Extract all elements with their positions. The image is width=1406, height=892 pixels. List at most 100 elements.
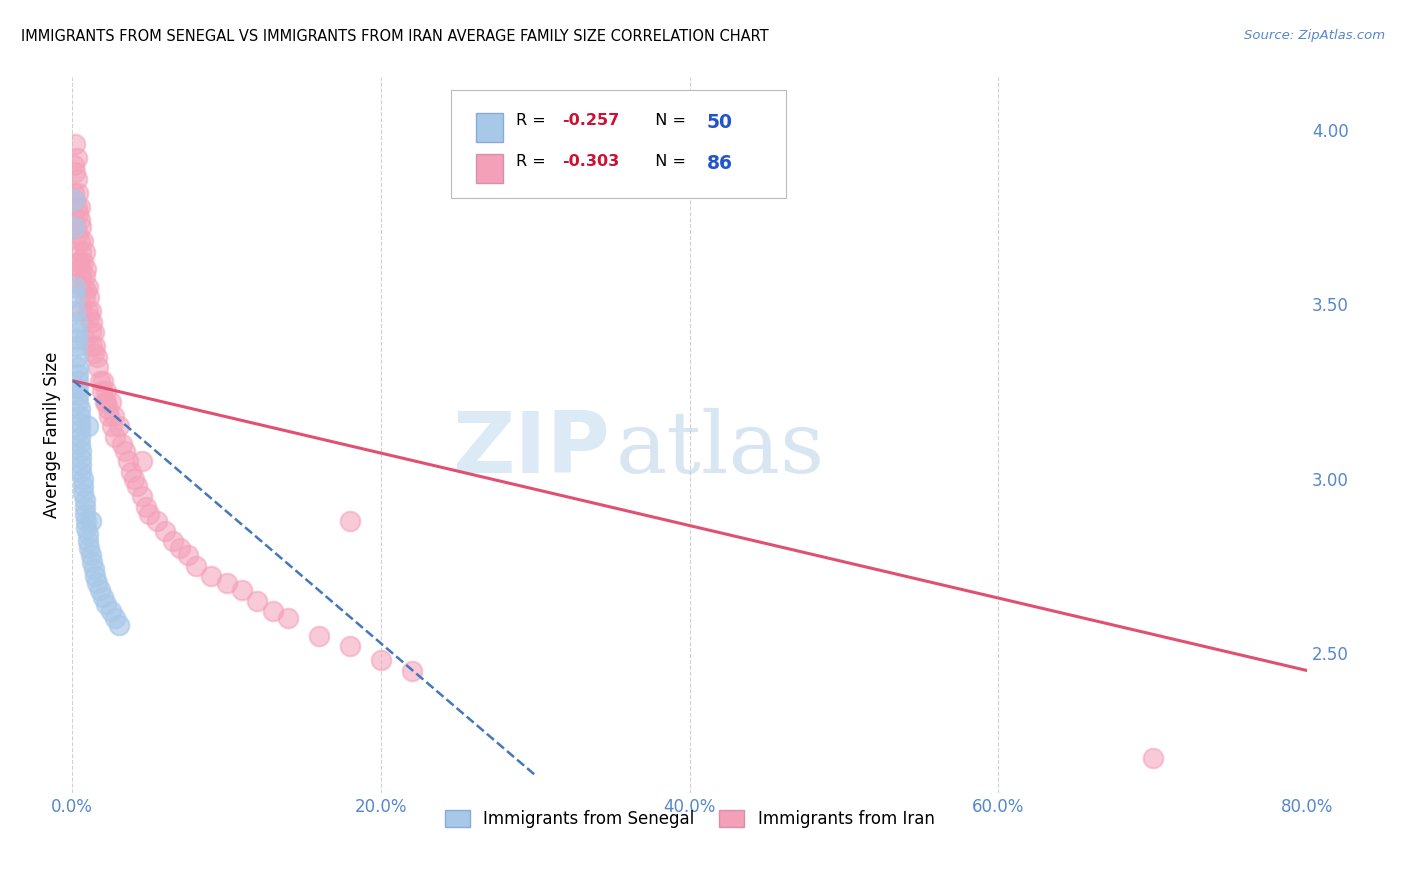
Point [370,653,392,667]
Point [69,213,91,227]
Point [67,186,90,200]
Point [122,472,145,486]
Point [69,401,91,416]
Point [90,384,112,399]
Point [114,443,136,458]
Point [70,450,93,465]
Point [91,374,114,388]
Point [100,395,122,409]
Point [69,436,91,450]
Point [75,514,97,528]
Point [67,359,90,374]
Text: ZIP: ZIP [451,408,609,491]
Point [62,220,84,235]
Text: N =: N = [645,154,692,169]
Point [69,255,91,269]
Point [67,206,90,220]
Point [76,534,98,549]
Point [66,350,89,364]
Point [82,555,104,569]
Point [62,186,84,200]
Point [86,350,108,364]
Point [107,618,129,632]
Point [97,401,120,416]
Point [72,478,94,492]
Point [80,514,103,528]
Text: R =: R = [516,113,550,128]
Point [131,489,153,503]
Point [67,381,90,395]
Point [75,283,97,297]
Point [70,304,93,318]
Point [67,227,90,242]
Point [73,244,96,259]
Point [162,534,184,549]
Point [83,325,105,339]
Point [104,430,127,444]
Point [98,409,121,423]
Text: atlas: atlas [616,408,825,491]
Point [75,520,97,534]
Point [169,541,191,556]
Point [96,395,118,409]
Point [401,664,423,678]
Point [246,594,269,608]
Point [308,629,330,643]
FancyBboxPatch shape [451,89,786,198]
Point [73,290,96,304]
Point [65,279,87,293]
Text: -0.257: -0.257 [562,113,620,128]
Point [67,395,90,409]
Point [80,549,103,563]
Point [1142,751,1164,765]
Point [277,611,299,625]
Point [66,339,89,353]
Point [69,416,91,430]
Point [69,235,91,249]
Point [72,279,94,293]
Point [177,549,200,563]
Point [69,409,91,423]
Point [72,235,94,249]
Point [73,492,96,507]
Point [146,514,169,528]
Point [66,151,89,165]
Point [69,200,91,214]
Point [184,558,207,573]
Point [153,524,176,538]
Point [100,604,122,618]
Point [67,388,90,402]
Point [65,193,87,207]
Point [70,443,93,458]
Point [339,514,361,528]
Point [339,639,361,653]
Point [77,541,100,556]
Point [67,367,90,381]
Point [96,597,118,611]
Text: 86: 86 [707,154,733,173]
Point [91,591,114,605]
Point [117,454,139,468]
Point [96,384,118,399]
Point [70,220,93,235]
Point [72,485,94,500]
Point [76,419,98,434]
Point [82,315,104,329]
Point [86,576,108,591]
Point [65,220,87,235]
Point [73,500,96,514]
Point [111,436,134,450]
Point [67,374,90,388]
Text: R =: R = [516,154,550,169]
Point [89,583,111,598]
Point [70,458,93,472]
Text: IMMIGRANTS FROM SENEGAL VS IMMIGRANTS FROM IRAN AVERAGE FAMILY SIZE CORRELATION : IMMIGRANTS FROM SENEGAL VS IMMIGRANTS FR… [21,29,769,44]
Point [262,604,284,618]
Point [72,472,94,486]
Point [66,200,89,214]
Text: -0.303: -0.303 [562,154,620,169]
Point [138,507,160,521]
Point [80,325,103,339]
Point [70,269,93,284]
Point [70,262,93,277]
